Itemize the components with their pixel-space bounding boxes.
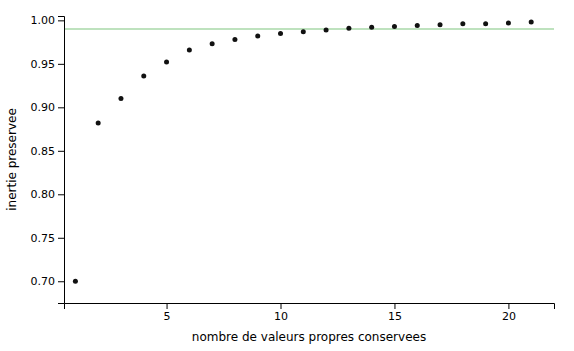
- x-axis-line: [65, 304, 555, 310]
- y-axis-title: inertie preservee: [5, 108, 19, 211]
- tick-mark: [58, 64, 64, 65]
- data-point: [301, 29, 306, 34]
- tick-label: 1.00: [31, 14, 56, 27]
- tick: 10: [274, 303, 288, 323]
- tick-mark: [394, 303, 395, 309]
- tick: 1.00: [31, 14, 65, 27]
- tick: 0.75: [31, 232, 65, 245]
- data-point: [324, 27, 329, 32]
- tick-mark: [58, 194, 64, 195]
- data-point: [529, 20, 534, 25]
- data-point: [96, 120, 101, 125]
- tick-label: 15: [388, 310, 402, 323]
- data-point: [346, 26, 351, 31]
- data-point: [73, 279, 78, 284]
- tick: 15: [388, 303, 402, 323]
- data-point: [483, 21, 488, 26]
- tick-label: 0.75: [31, 232, 56, 245]
- tick: 0.80: [31, 188, 65, 201]
- tick-label: 5: [164, 310, 171, 323]
- tick: 5: [164, 303, 171, 323]
- plot-area: [64, 20, 554, 284]
- reference-line: [64, 28, 554, 30]
- tick-label: 0.85: [31, 145, 56, 158]
- tick-mark: [58, 107, 64, 108]
- data-point: [187, 47, 192, 52]
- x-axis: 5 10 15 20: [65, 303, 555, 323]
- tick-mark: [58, 281, 64, 282]
- tick: 0.70: [31, 275, 65, 288]
- tick: 0.95: [31, 58, 65, 71]
- data-point: [415, 23, 420, 28]
- data-point: [210, 41, 215, 46]
- data-point: [460, 21, 465, 26]
- data-point: [118, 96, 123, 101]
- y-axis-line: [58, 17, 65, 304]
- tick-mark: [281, 303, 282, 309]
- data-point: [232, 37, 237, 42]
- tick: 0.90: [31, 101, 65, 114]
- data-point: [141, 74, 146, 79]
- tick-mark: [58, 151, 64, 152]
- tick-label: 10: [274, 310, 288, 323]
- data-point: [164, 60, 169, 65]
- tick-label: 0.70: [31, 275, 56, 288]
- x-axis-title: nombre de valeurs propres conservees: [192, 330, 426, 344]
- tick-label: 20: [502, 310, 516, 323]
- data-point: [278, 31, 283, 36]
- tick-label: 0.80: [31, 188, 56, 201]
- y-axis: 0.70 0.75 0.80 0.85 0.90 0.95 1.00: [31, 14, 65, 303]
- tick-mark: [58, 238, 64, 239]
- data-point: [255, 34, 260, 39]
- tick-label: 0.95: [31, 58, 56, 71]
- tick-mark: [508, 303, 509, 309]
- tick-mark: [167, 303, 168, 309]
- tick: 0.85: [31, 145, 65, 158]
- data-point: [438, 22, 443, 27]
- data-point: [392, 24, 397, 29]
- tick-label: 0.90: [31, 101, 56, 114]
- tick-mark: [58, 20, 64, 21]
- data-point: [369, 25, 374, 30]
- tick: 20: [502, 303, 516, 323]
- data-point: [506, 20, 511, 25]
- chart: 5 10 15 20 0.70 0.75 0.80 0.85 0.90 0.95 1.00 nombr…: [0, 0, 574, 351]
